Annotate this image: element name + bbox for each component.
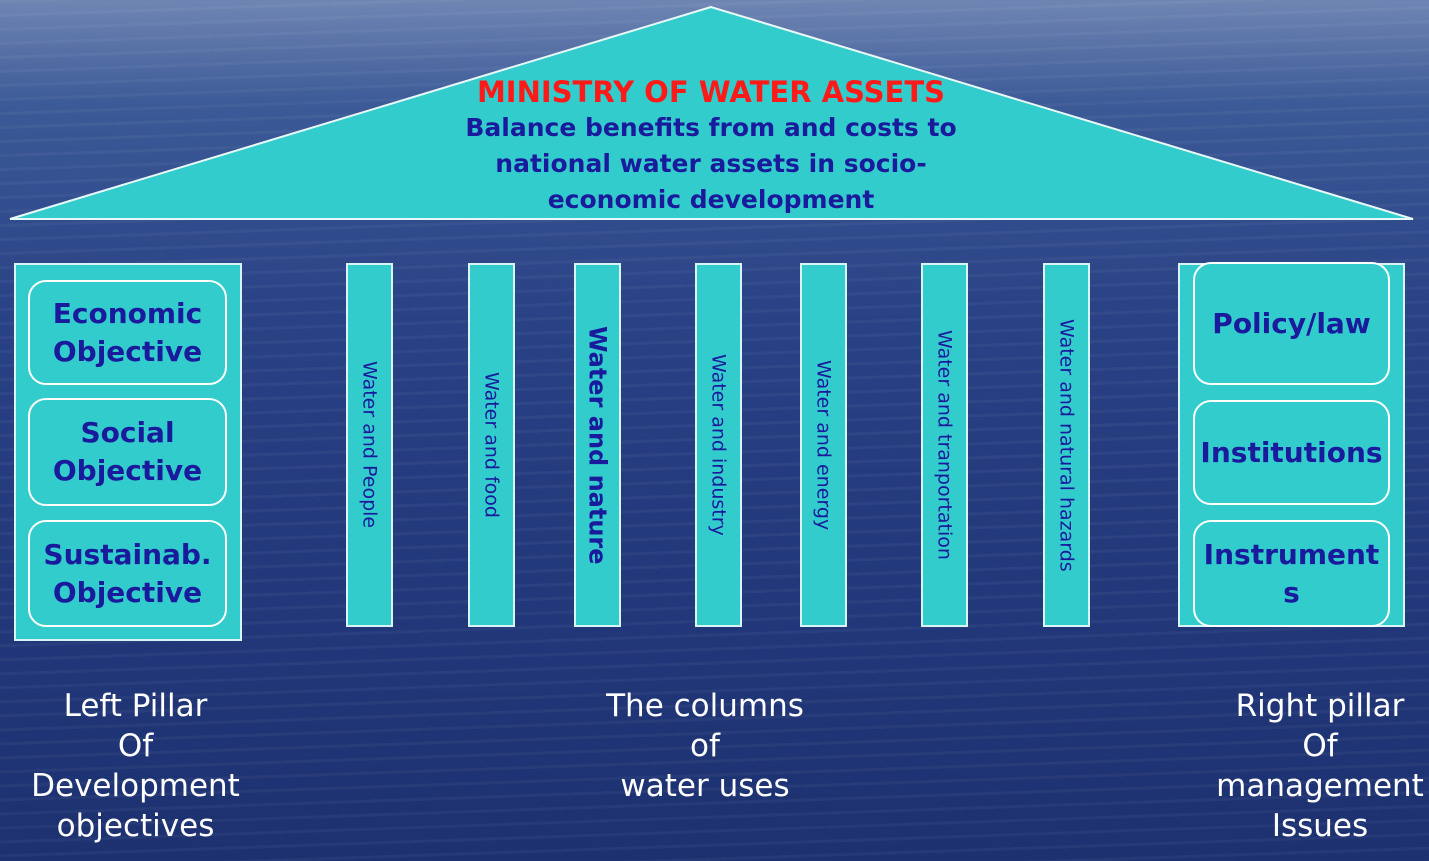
- objective-line: Social: [80, 414, 174, 452]
- water-use-column: Water and tranportation: [921, 263, 968, 627]
- water-use-column: Water and People: [346, 263, 393, 627]
- description-line: national water assets in socio-: [360, 146, 1062, 182]
- objective-line: Sustainab.: [43, 536, 211, 574]
- caption-line: of: [560, 726, 850, 766]
- caption-line: management: [1190, 766, 1429, 806]
- column-label: Water and food: [481, 372, 503, 518]
- objective-line: Objective: [53, 574, 202, 612]
- issue-line: s: [1283, 574, 1300, 612]
- issue-line: Policy/law: [1212, 305, 1370, 343]
- caption-line: objectives: [8, 806, 263, 846]
- slide: MINISTRY OF WATER ASSETS Balance benefit…: [0, 0, 1429, 861]
- water-use-column: Water and food: [468, 263, 515, 627]
- description-line: Balance benefits from and costs to: [360, 110, 1062, 146]
- caption-line: Issues: [1190, 806, 1429, 846]
- caption-line: Development: [8, 766, 263, 806]
- issue-box: Policy/law: [1193, 262, 1390, 385]
- objective-line: Objective: [53, 333, 202, 371]
- water-use-column: Water and energy: [800, 263, 847, 627]
- column-label: Water and natural hazards: [1056, 319, 1078, 572]
- objective-line: Objective: [53, 452, 202, 490]
- caption-line: water uses: [560, 766, 850, 806]
- issue-line: Institutions: [1200, 434, 1382, 472]
- roof-text: MINISTRY OF WATER ASSETS Balance benefit…: [360, 74, 1062, 218]
- column-label: Water and energy: [813, 360, 835, 530]
- caption-line: Of: [8, 726, 263, 766]
- column-label: Water and People: [359, 361, 381, 528]
- caption-line: Left Pillar: [8, 686, 263, 726]
- objective-line: Economic: [53, 295, 203, 333]
- roof-title: MINISTRY OF WATER ASSETS: [360, 74, 1062, 110]
- water-use-column: Water and natural hazards: [1043, 263, 1090, 627]
- caption-line: Right pillar: [1190, 686, 1429, 726]
- objective-box: Sustainab.Objective: [28, 520, 227, 627]
- issue-box: Institutions: [1193, 400, 1390, 505]
- issue-line: Instrument: [1204, 536, 1380, 574]
- caption-line: Of: [1190, 726, 1429, 766]
- water-use-column: Water and industry: [695, 263, 742, 627]
- water-use-column: Water and nature: [574, 263, 621, 627]
- column-label: Water and nature: [584, 326, 612, 565]
- caption-line: The columns: [560, 686, 850, 726]
- description-line: economic development: [360, 182, 1062, 218]
- column-label: Water and tranportation: [934, 330, 956, 560]
- column-label: Water and industry: [708, 354, 730, 536]
